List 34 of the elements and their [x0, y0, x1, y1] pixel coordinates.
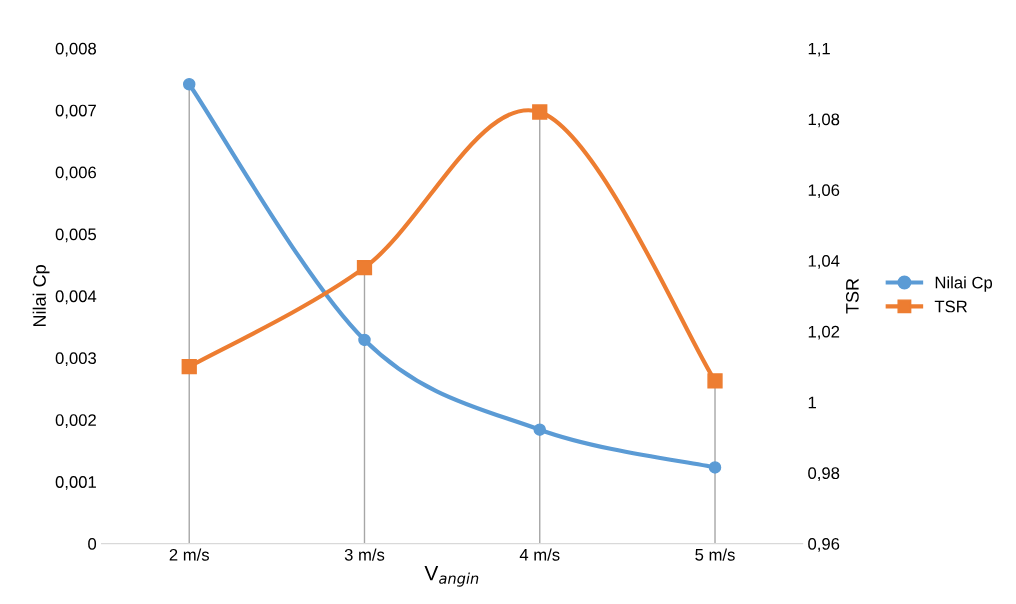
y2-tick-label: 1	[808, 396, 816, 409]
point	[358, 333, 371, 347]
y2-tick-label: 0,98	[808, 467, 840, 482]
y2-axis-title: TSR	[845, 278, 859, 314]
point	[182, 77, 196, 91]
legend-label: Nilai Cp	[935, 276, 993, 292]
y2-tick-label: 1,02	[808, 325, 840, 340]
y-axis-title: Nilai Cp	[32, 265, 50, 327]
y-tick-label: 0,008	[55, 42, 97, 57]
y2-tick-label: 1,04	[808, 254, 840, 269]
point	[708, 461, 722, 474]
x-axis-title: V$_{angin}$	[424, 565, 479, 587]
x-tick-label: 4 m/s	[519, 548, 560, 561]
y-tick-label: 0,001	[55, 476, 96, 490]
point	[532, 104, 548, 120]
y2-tick-label: 1,1	[808, 42, 830, 57]
y-tick-label: 0,002	[55, 414, 96, 428]
y-tick-label: 0,007	[55, 104, 96, 119]
x-tick-label: 5 m/s	[695, 548, 735, 561]
y-tick-label: 0,004	[55, 290, 97, 305]
point	[356, 260, 373, 276]
legend-label: TSR	[934, 300, 967, 313]
y-tick-label: 0,005	[55, 228, 97, 243]
x-tick-label: 3 m/s	[344, 548, 385, 561]
x-tick-label: 2 m/s	[169, 548, 209, 561]
y-tick-label: 0	[88, 538, 97, 550]
point	[533, 423, 547, 436]
y2-tick-label: 0,96	[808, 538, 840, 552]
point	[707, 373, 723, 389]
y-tick-label: 0,003	[55, 352, 97, 367]
y2-tick-label: 1,08	[808, 113, 840, 128]
point	[181, 359, 197, 375]
y2-tick-label: 1,06	[808, 184, 840, 198]
y-tick-label: 0,006	[55, 166, 97, 181]
